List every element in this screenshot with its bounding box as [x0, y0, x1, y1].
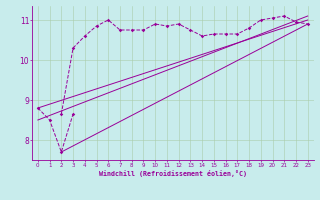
- X-axis label: Windchill (Refroidissement éolien,°C): Windchill (Refroidissement éolien,°C): [99, 170, 247, 177]
